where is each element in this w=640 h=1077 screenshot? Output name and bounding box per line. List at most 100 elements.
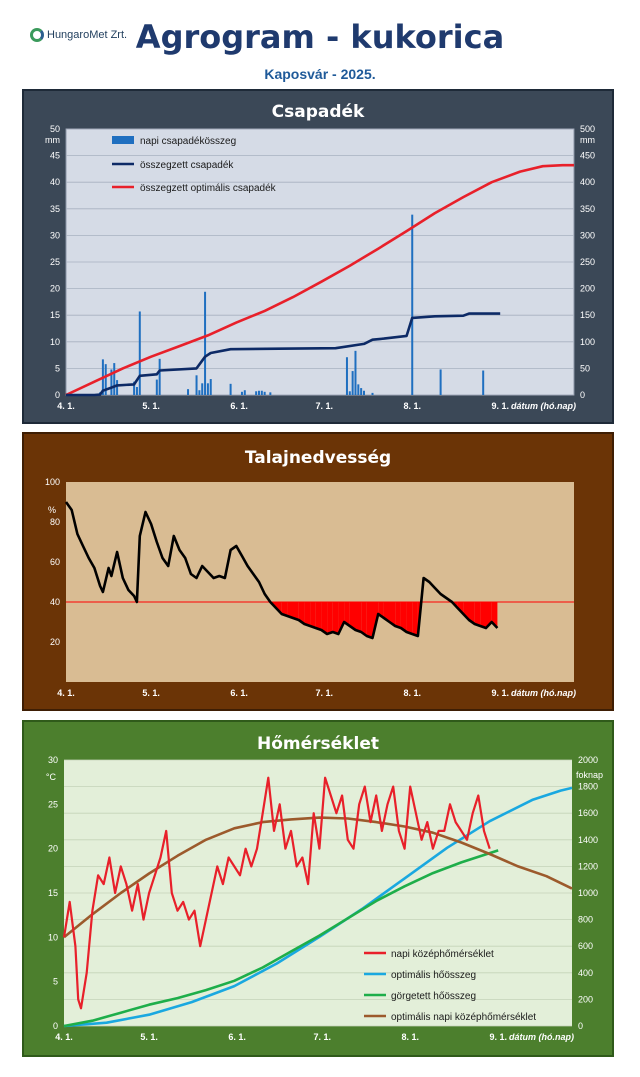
y-tick-label-right: 2000 [578,755,598,765]
deficit-area [287,602,293,618]
opt-cum-precip-line [65,163,574,397]
daily-mean-temp-line [62,776,491,1010]
cum-precip-line [66,312,501,397]
legend-swatch-bar [112,136,134,144]
y-tick-label-right: 600 [578,941,593,951]
precip-bar [260,390,263,395]
y-tick-label-left: 50 [50,124,60,134]
temperature-chart: Hőmérséklet02004006008001000120014001600… [46,734,603,1042]
y-tick-label-left: 45 [50,151,60,161]
optimal-daily-mean-line [63,816,573,939]
precip-bar [357,384,360,395]
legend-label: optimális napi középhőmérséklet [391,1012,536,1023]
y-tick-label-right: 0 [578,1021,583,1031]
x-tick-label: 5. 1. [142,401,160,411]
precip-bar [229,383,232,395]
y-tick-label: 20 [50,637,60,647]
precip-bar [204,291,207,395]
page-title: Agrogram - kukorica [135,18,505,56]
temperature-panel: Hőmérséklet 0 200 400 600 800 1000 1200 1400 1600… [22,720,614,1057]
x-tick-label: 4. 1. [57,688,75,698]
y-tick-label-left: 25 [48,799,58,809]
y-tick-label-right: 1800 [578,782,598,792]
chart-title: Csapadék [272,102,365,122]
y-tick-label-left: 15 [48,888,58,898]
y-tick-label-right: 500 [580,124,595,134]
chart-title: Hőmérséklet [257,734,379,754]
y-tick-label-right: 1400 [578,835,598,845]
precip-bar [116,380,119,395]
y-tick-label-right: 50 [580,363,590,373]
x-tick-label: 4. 1. [55,1032,73,1042]
precip-bar [255,391,258,395]
y-tick-label-right: 0 [580,390,585,400]
hungaromet-logo: HungaroMet Zrt. [30,28,127,42]
y-tick-label-right: 150 [580,310,595,320]
precip-bar [269,392,272,395]
x-tick-label: 8. 1. [403,401,421,411]
precip-bar [362,390,365,395]
x-tick-label: 4. 1. [57,401,75,411]
precip-bar [135,387,138,395]
precipitation-panel: Csapadék 0 5 10 15 20 25 30 35 40 45 50 0 50 100 150 200… [22,89,614,424]
precip-bar [133,381,136,395]
y-tick-label: 60 [50,557,60,567]
precip-bar [195,375,198,395]
deficit-area [349,602,356,630]
deficit-area [327,602,333,634]
legend-label: görgetett hőösszeg [391,991,476,1002]
deficit-area [366,602,373,638]
precip-bar [104,364,107,395]
deficit-area [332,602,339,634]
y-tick-label-left: 25 [50,257,60,267]
precip-bar [348,391,351,395]
precip-bar [354,350,357,395]
precip-bar [257,390,260,395]
y-tick-label-left: 5 [55,363,60,373]
y-tick-label-left: 35 [50,204,60,214]
precip-bar [351,371,354,395]
x-tick-label: 9. 1. [491,688,509,698]
x-tick-label: 5. 1. [140,1032,158,1042]
x-tick-label: 6. 1. [230,401,248,411]
y-tick-label-right: 800 [578,915,593,925]
y-tick-label-right: 400 [578,968,593,978]
y-tick-label-right: 350 [580,204,595,214]
x-axis-label: dátum (hó.nap) [511,401,576,411]
y-tick-label-right: 200 [580,284,595,294]
y-tick-label-left: 30 [50,230,60,240]
deficit-area [355,602,362,632]
deficit-area [361,602,367,636]
legend-label: összegzett optimális csapadék [140,183,277,194]
precip-bar [206,383,209,395]
precipitation-chart: Csapadék05101520253035404550050100150200… [45,102,595,411]
precip-bar [138,311,141,395]
deficit-area [310,602,316,628]
precip-bar [439,369,442,395]
y-unit-left: mm [45,135,60,145]
x-tick-label: 7. 1. [315,688,333,698]
soil-moisture-panel: Talajnedvesség 20 40 60 80 100% 4. 1. 5. 1. 6. 1… [22,432,614,711]
y-tick-label-right: 200 [578,994,593,1004]
precip-bar [345,357,348,395]
y-unit-right: foknap [576,770,603,780]
deficit-area [491,602,498,628]
y-tick-label: 80 [50,517,60,527]
x-tick-label: 6. 1. [230,688,248,698]
precip-bar [201,383,204,395]
x-axis-label: dátum (hó.nap) [511,688,576,698]
y-tick-label-left: 10 [50,337,60,347]
x-tick-label: 9. 1. [489,1032,507,1042]
legend-label: optimális hőösszeg [391,970,476,981]
precip-bar [360,388,363,395]
deficit-area [383,602,390,622]
legend-label: összegzett csapadék [140,160,234,171]
deficit-area [338,602,345,634]
x-tick-label: 9. 1. [491,401,509,411]
precip-bar [482,370,485,395]
y-tick-label-left: 0 [53,1021,58,1031]
y-tick-label-left: 10 [48,932,58,942]
x-tick-label: 8. 1. [401,1032,419,1042]
deficit-area [395,602,401,628]
deficit-area [412,602,418,636]
